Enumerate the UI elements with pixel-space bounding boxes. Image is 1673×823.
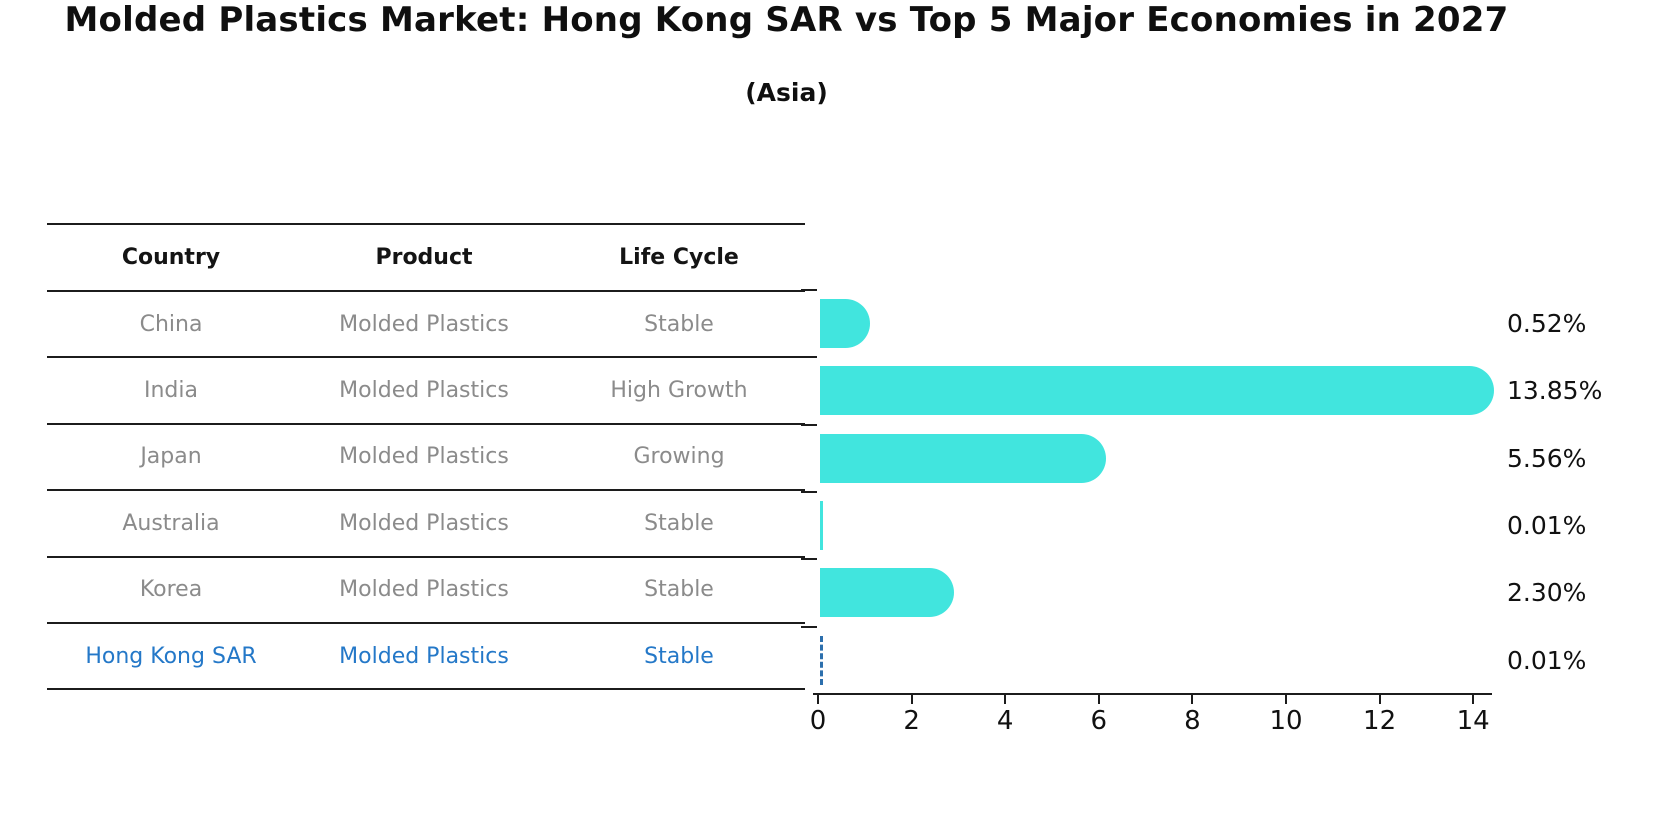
x-axis-tick-label: 8 xyxy=(1184,706,1201,736)
column-header-country: Country xyxy=(121,245,221,270)
x-axis-line xyxy=(813,693,1492,695)
x-axis-tick xyxy=(1378,695,1381,704)
country-table: Country Product Life Cycle China Molded P… xyxy=(47,223,805,691)
cell-life-cycle: High Growth xyxy=(610,378,748,404)
x-axis-tick xyxy=(817,695,819,704)
cell-country: Japan xyxy=(140,444,202,470)
table-body: China Molded Plastics Stable India Molded Pl… xyxy=(47,290,805,688)
cell-country: China xyxy=(139,311,203,337)
cell-life-cycle: Growing xyxy=(633,444,725,470)
bar-australia xyxy=(820,500,823,550)
x-axis-tick xyxy=(1472,695,1475,704)
y-axis-tick xyxy=(801,289,817,291)
bar-hong-kong-sar xyxy=(820,635,823,685)
bar-japan xyxy=(820,433,1107,483)
x-axis-tick xyxy=(1191,695,1194,704)
cell-country: Hong Kong SAR xyxy=(85,643,257,669)
table-row-japan: Japan Molded Plastics Growing xyxy=(47,422,805,489)
x-axis-tick xyxy=(910,695,913,704)
cell-product: Molded Plastics xyxy=(339,577,509,603)
bar-china xyxy=(820,299,871,348)
cell-product: Molded Plastics xyxy=(339,444,509,470)
cell-product: Molded Plastics xyxy=(339,311,509,337)
y-axis-tick xyxy=(801,558,817,561)
bar-korea xyxy=(820,568,954,618)
x-axis-tick-label: 4 xyxy=(996,706,1014,736)
x-axis-tick-label: 0 xyxy=(809,706,827,736)
cell-life-cycle: Stable xyxy=(644,311,714,337)
x-axis-tick-label: 14 xyxy=(1456,706,1490,736)
table-row-india: India Molded Plastics High Growth xyxy=(47,356,805,422)
value-label-hong-kong-sar: 0.01% xyxy=(1507,645,1587,675)
x-axis-tick xyxy=(1285,695,1287,704)
y-axis-tick xyxy=(801,490,817,493)
cell-product: Molded Plastics xyxy=(339,643,509,669)
x-axis-tick xyxy=(1097,695,1100,704)
cell-product: Molded Plastics xyxy=(339,378,509,404)
chart-title: Molded Plastics Market: Hong Kong SAR vs… xyxy=(64,0,1509,40)
table-row-australia: Australia Molded Plastics Stable xyxy=(47,489,805,555)
cell-country: Korea xyxy=(139,577,203,603)
x-axis-tick-label: 2 xyxy=(903,706,920,736)
x-axis-tick-label: 6 xyxy=(1090,706,1108,736)
value-label-australia: 0.01% xyxy=(1507,510,1587,540)
cell-country: Australia xyxy=(122,510,220,536)
bar-india xyxy=(820,366,1495,416)
value-label-japan: 5.56% xyxy=(1507,443,1587,473)
table-row-china: China Molded Plastics Stable xyxy=(47,290,805,356)
cell-life-cycle: Stable xyxy=(644,510,714,536)
x-axis-tick xyxy=(1004,695,1007,704)
y-axis-tick xyxy=(801,625,817,628)
cell-product: Molded Plastics xyxy=(339,510,509,536)
chart-subtitle: (Asia) xyxy=(745,78,828,107)
table-header-row: Country Product Life Cycle xyxy=(47,223,805,290)
value-label-china: 0.52% xyxy=(1507,309,1587,338)
column-header-product: Product xyxy=(375,245,473,270)
value-label-india: 13.85% xyxy=(1507,376,1603,406)
x-axis-tick-label: 12 xyxy=(1363,706,1397,736)
table-row-korea: Korea Molded Plastics Stable xyxy=(47,555,805,622)
value-label-korea: 2.30% xyxy=(1507,578,1587,608)
table-row-hong-kong-sar: Hong Kong SAR Molded Plastics Stable xyxy=(47,621,805,688)
cell-country: India xyxy=(144,378,198,404)
cell-life-cycle: Stable xyxy=(644,643,714,669)
y-axis-tick xyxy=(801,356,817,359)
cell-life-cycle: Stable xyxy=(644,577,714,603)
column-header-life-cycle: Life Cycle xyxy=(619,245,739,270)
y-axis-tick xyxy=(801,423,817,426)
x-axis-tick-label: 10 xyxy=(1269,706,1303,736)
